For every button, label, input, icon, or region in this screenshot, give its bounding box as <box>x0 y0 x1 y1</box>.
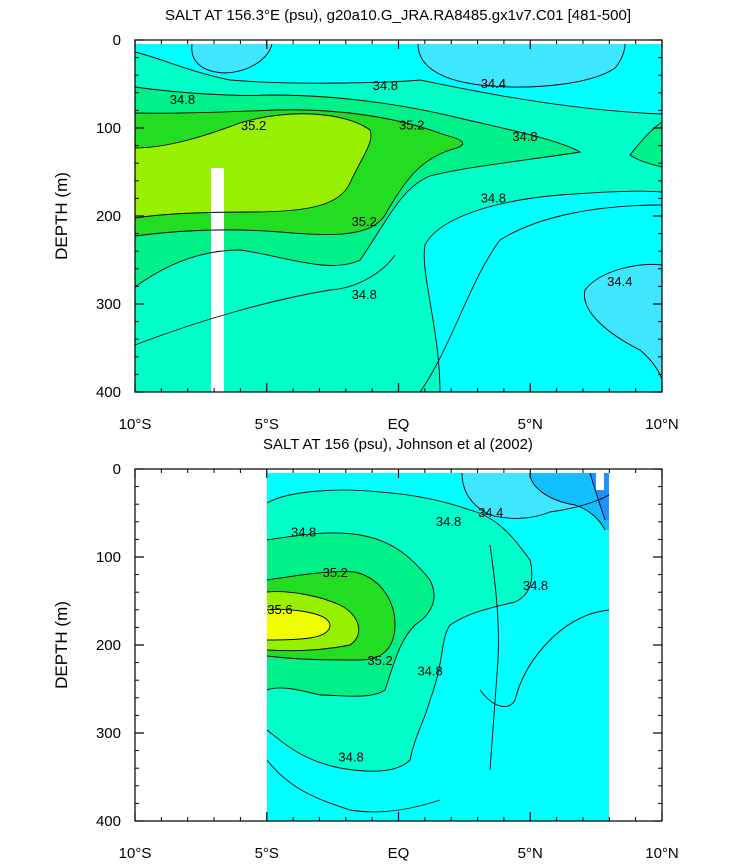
contour-label: 35.2 <box>367 653 392 668</box>
contour-label: 34.8 <box>170 92 195 107</box>
contour-line <box>135 113 372 219</box>
contour-line <box>417 44 626 88</box>
contour-label: 34.4 <box>607 274 632 289</box>
contour-line <box>267 759 441 813</box>
contour-line <box>267 571 396 661</box>
contour-line <box>267 591 360 652</box>
salinity-fill-34.2 <box>530 473 609 530</box>
contour-label: 34.4 <box>478 505 503 520</box>
contour-line <box>479 609 609 707</box>
x-tick-label: 5°S <box>255 416 279 433</box>
contour-label: 34.8 <box>352 287 377 302</box>
panel-1-contour-labels: 34.4 34.8 34.8 35.2 35.2 34.8 35.2 34.8 34.8 34.4 <box>170 76 633 302</box>
x-tick-label: 5°S <box>255 845 279 862</box>
panel-model: SALT AT 156.3°E (psu), g20a10.G_JRA.RA84… <box>52 7 679 433</box>
contour-label: 34.8 <box>338 750 363 765</box>
x-tick-label: 10°N <box>645 416 679 433</box>
salinity-fill-35.6 <box>267 609 330 640</box>
contour-label: 34.8 <box>436 514 461 529</box>
contour-line <box>423 190 662 392</box>
x-tick-label: EQ <box>388 845 410 862</box>
panel-1-ylabel: DEPTH (m) <box>52 172 71 260</box>
x-tick-label: EQ <box>388 416 410 433</box>
panel-observation: SALT AT 156 (psu), Johnson et al (2002) <box>52 436 679 862</box>
contour-label: 34.4 <box>481 76 506 91</box>
contour-line <box>135 254 396 346</box>
y-tick-label: 400 <box>96 384 121 401</box>
contour-label: 34.8 <box>481 190 506 205</box>
contour-label: 35.2 <box>352 214 377 229</box>
salinity-fill-34.0 <box>590 473 609 520</box>
contour-line <box>529 473 606 531</box>
contour-line <box>267 609 331 641</box>
contour-lines <box>267 473 609 813</box>
y-tick-label: 200 <box>96 208 121 225</box>
contour-line <box>191 44 273 74</box>
salinity-fill-34.4 <box>418 44 625 88</box>
missing-data-column <box>211 168 224 392</box>
contour-line <box>629 121 662 168</box>
salinity-fill-35.0 <box>630 122 662 167</box>
contour-line <box>489 544 499 771</box>
panel-2-axes: 10°S 5°S EQ 5°N 10°N 0 100 200 300 400 <box>96 461 679 862</box>
missing-data-cell <box>596 473 604 490</box>
panel-1-axes: 10°S 5°S EQ 5°N 10°N 0 100 200 300 400 <box>96 32 679 433</box>
y-tick-label: 100 <box>96 549 121 566</box>
contour-label: 34.8 <box>523 578 548 593</box>
contour-label: 34.8 <box>291 524 316 539</box>
x-tick-label: 10°S <box>119 845 152 862</box>
y-tick-label: 400 <box>96 813 121 830</box>
contour-label: 35.2 <box>241 118 266 133</box>
panel-2-contour-labels: 34.4 34.8 34.8 35.2 34.8 35.6 35.2 34.8 34.8 <box>267 505 548 765</box>
contour-line <box>461 473 609 519</box>
contour-label: 35.6 <box>267 602 292 617</box>
y-tick-label: 0 <box>113 32 121 49</box>
panel-2-field <box>267 473 609 821</box>
panel-1-title: SALT AT 156.3°E (psu), g20a10.G_JRA.RA84… <box>165 7 631 24</box>
contour-label: 34.8 <box>373 78 398 93</box>
panel-2-ylabel: DEPTH (m) <box>52 601 71 689</box>
contour-label: 35.2 <box>399 117 424 132</box>
y-tick-label: 300 <box>96 725 121 742</box>
contour-line <box>135 109 463 237</box>
salinity-fill-34.4 <box>584 264 662 380</box>
contour-label: 34.8 <box>417 663 442 678</box>
y-tick-label: 300 <box>96 296 121 313</box>
contour-line <box>135 51 662 115</box>
panel-2-title: SALT AT 156 (psu), Johnson et al (2002) <box>263 436 533 453</box>
contour-label: 35.2 <box>323 565 348 580</box>
x-tick-label: 5°N <box>518 845 543 862</box>
x-tick-label: 10°N <box>645 845 679 862</box>
contour-label: 34.8 <box>512 129 537 144</box>
y-tick-label: 200 <box>96 637 121 654</box>
contour-line <box>135 86 582 288</box>
contour-line <box>267 489 533 772</box>
x-tick-label: 10°S <box>119 416 152 433</box>
y-tick-label: 0 <box>113 461 121 478</box>
y-tick-label: 100 <box>96 120 121 137</box>
contour-line <box>589 473 606 521</box>
contour-line <box>584 263 662 381</box>
contour-line <box>419 204 662 392</box>
panel-1-field <box>135 44 662 392</box>
contour-lines <box>135 44 662 392</box>
salinity-fill-35.4 <box>135 113 371 218</box>
x-tick-label: 5°N <box>518 416 543 433</box>
contour-line <box>267 532 435 697</box>
